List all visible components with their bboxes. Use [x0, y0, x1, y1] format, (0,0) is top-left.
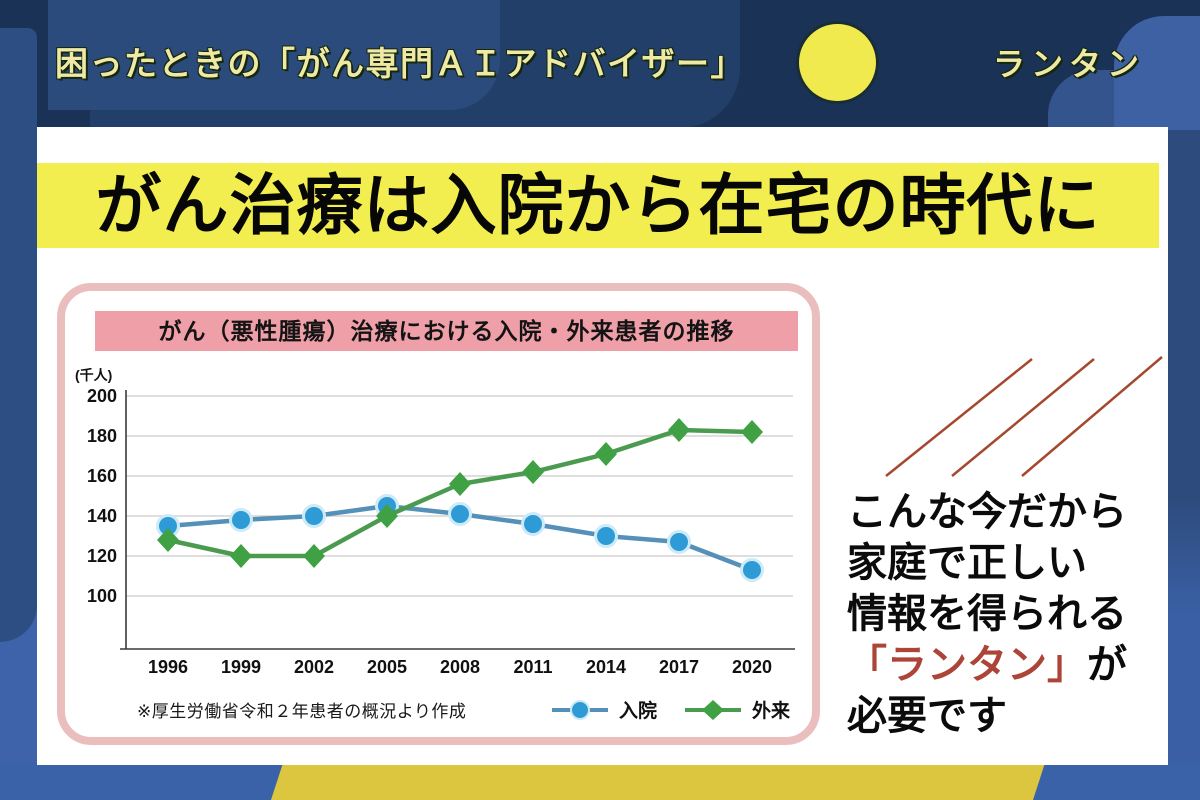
- legend-label-outpatient: 外来: [751, 701, 790, 722]
- content-card: がん治療は入院から在宅の時代に がん（悪性腫瘍）治療における入院・外来患者の推移…: [37, 127, 1168, 765]
- svg-text:2020: 2020: [732, 657, 772, 677]
- svg-text:200: 200: [87, 386, 117, 406]
- legend-label-inpatient: 入院: [618, 701, 657, 722]
- bg-strip-right: [1168, 130, 1200, 800]
- headline-text: がん治療は入院から在宅の時代に: [95, 168, 1101, 242]
- svg-text:1996: 1996: [148, 657, 188, 677]
- header-title: 困ったときの「がん専門ＡＩアドバイザー」: [55, 45, 745, 82]
- chart-legend: 入院 外来: [550, 696, 790, 723]
- svg-text:2005: 2005: [367, 657, 407, 677]
- callout-line-5: 必要です: [847, 694, 1007, 738]
- svg-text:140: 140: [87, 506, 117, 526]
- moon-icon: [799, 24, 876, 101]
- brand-name-highlight: 「ランタン」: [847, 643, 1087, 687]
- callout-line-4-suffix: が: [1087, 643, 1127, 687]
- decorative-diagonal-lines-icon: [885, 356, 1163, 477]
- callout-line-2: 家庭で正しい: [847, 541, 1087, 585]
- chart-title: がん（悪性腫瘍）治療における入院・外来患者の推移: [95, 311, 798, 351]
- svg-text:120: 120: [87, 546, 117, 566]
- svg-text:1999: 1999: [221, 657, 261, 677]
- headline-banner: がん治療は入院から在宅の時代に: [37, 163, 1159, 248]
- svg-text:180: 180: [87, 426, 117, 446]
- svg-text:2008: 2008: [440, 657, 480, 677]
- inpatient-series-icon: [551, 699, 608, 720]
- callout-line-1: こんな今だから: [847, 490, 1127, 534]
- svg-text:100: 100: [87, 586, 117, 606]
- source-note: ※厚生労働省令和２年患者の概況より作成: [137, 702, 467, 721]
- patients-trend-line-chart: 100 120 140 160 180 200 (千人) 1996 1999 2002 2005 20…: [75, 368, 795, 677]
- callout-text: こんな今だから 家庭で正しい 情報を得られる 「ランタン」が 必要です: [847, 487, 1177, 742]
- svg-text:2014: 2014: [586, 657, 626, 677]
- svg-text:2017: 2017: [659, 657, 699, 677]
- chart-footer-row: ※厚生労働省令和２年患者の概況より作成 入院: [65, 696, 812, 723]
- bg-gold-shape: [270, 763, 1045, 800]
- brand-name: ランタン: [993, 46, 1146, 82]
- callout-line-3: 情報を得られる: [847, 592, 1127, 636]
- svg-text:2011: 2011: [513, 657, 552, 677]
- legend-item-outpatient: 外来: [683, 696, 790, 723]
- svg-text:2002: 2002: [294, 657, 334, 677]
- bg-shape-top-right: [1114, 16, 1200, 130]
- svg-text:160: 160: [87, 466, 117, 486]
- outpatient-series-icon: [684, 699, 741, 720]
- chart-panel: がん（悪性腫瘍）治療における入院・外来患者の推移 100 120 140 160 180…: [57, 283, 820, 745]
- bg-shape-top-left: [48, 0, 500, 110]
- bg-strip-left: [0, 28, 37, 642]
- legend-item-inpatient: 入院: [550, 696, 657, 723]
- callout-line-4: 「ランタン」が: [847, 640, 1177, 691]
- svg-text:(千人): (千人): [75, 368, 112, 383]
